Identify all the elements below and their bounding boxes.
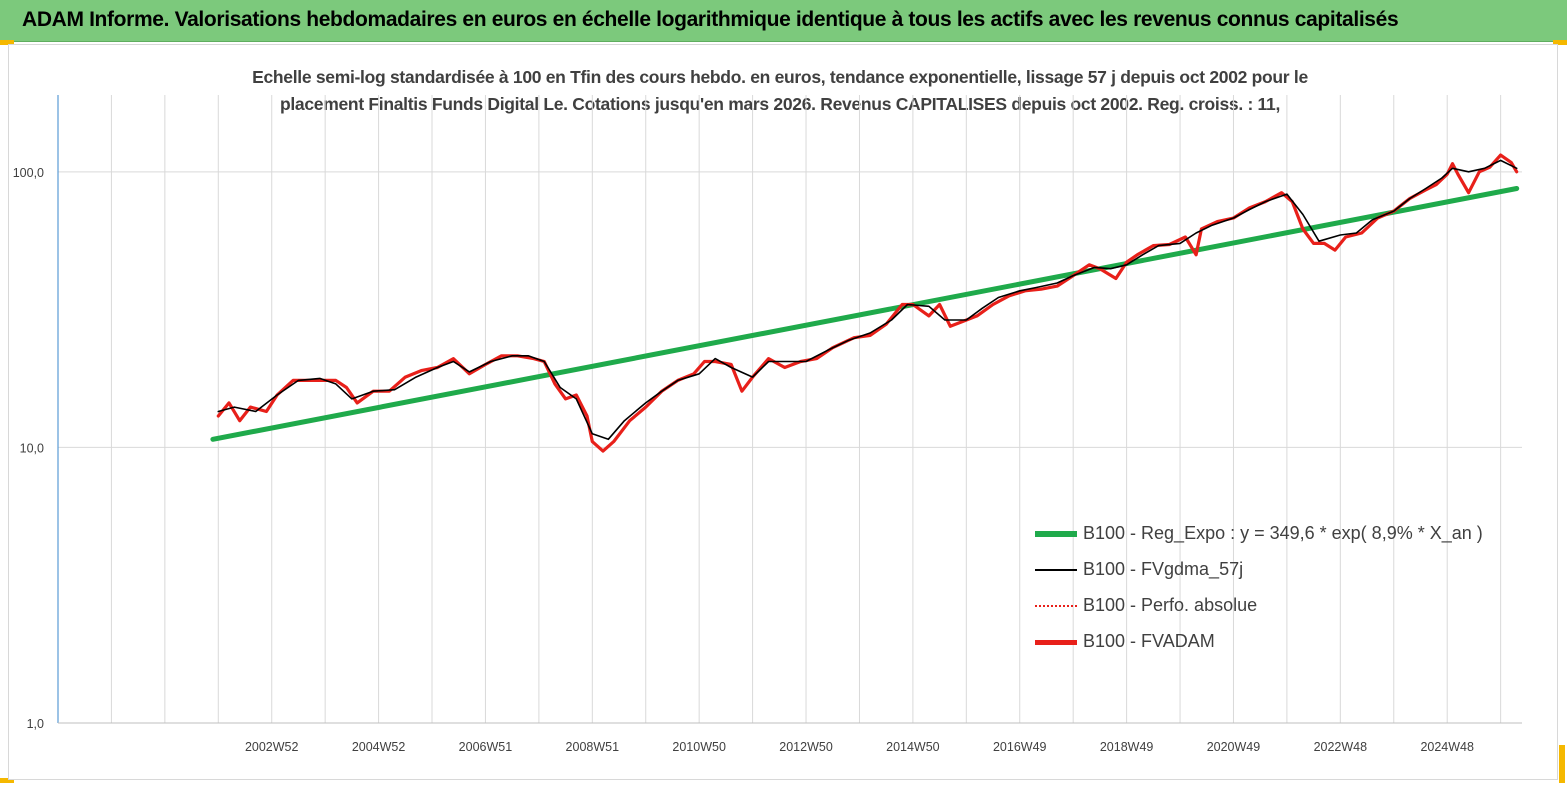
legend-label-fvgdma: B100 - FVgdma_57j [1083, 559, 1244, 579]
x-tick-label: 2002W52 [245, 740, 299, 754]
x-tick-label: 2006W51 [459, 740, 513, 754]
page-title: ADAM Informe. Valorisations hebdomadaire… [22, 8, 1399, 31]
x-tick-label: 2018W49 [1100, 740, 1154, 754]
corner-marker-top-right [1553, 40, 1567, 45]
series-line-1 [217, 159, 1518, 441]
series-line-3 [216, 153, 1519, 453]
chart-title: Echelle semi-log standardisée à 100 en T… [150, 64, 1410, 118]
legend-swatch-reg-expo [1035, 531, 1077, 537]
x-tick-label: 2016W49 [993, 740, 1047, 754]
x-tick-label: 2014W50 [886, 740, 940, 754]
x-tick-label: 2008W51 [566, 740, 620, 754]
corner-marker-bottom-right [1559, 745, 1565, 783]
x-tick-label: 2020W49 [1207, 740, 1261, 754]
y-axis-tick-labels: 1,0 10,0 100,0 [13, 166, 44, 731]
legend-swatch-fvadam [1035, 640, 1077, 645]
x-tick-label: 2010W50 [672, 740, 726, 754]
y-tick-label: 1,0 [27, 717, 44, 731]
y-tick-label: 10,0 [20, 441, 44, 455]
x-tick-label: 2022W48 [1314, 740, 1368, 754]
corner-marker-bottom-left [0, 778, 14, 783]
gridlines [57, 95, 1522, 723]
x-axis-tick-labels: 2002W52 2004W52 2006W51 2008W51 2010W50 2012W… [245, 740, 1474, 754]
legend-swatch-perfo [1035, 605, 1077, 607]
axes [57, 95, 1522, 724]
legend-label-perfo: B100 - Perfo. absolue [1083, 595, 1258, 615]
y-tick-label: 100,0 [13, 166, 44, 180]
chart-title-line-1: Echelle semi-log standardisée à 100 en T… [252, 67, 1308, 87]
series-lines [210, 153, 1520, 453]
legend-swatch-fvgdma [1035, 569, 1077, 571]
series-line-0 [210, 186, 1520, 442]
x-tick-label: 2004W52 [352, 740, 406, 754]
legend-label-fvadam: B100 - FVADAM [1083, 631, 1215, 651]
legend-label-reg-expo: B100 - Reg_Expo : y = 349,6 * exp( 8,9% … [1083, 523, 1483, 543]
chart-title-line-2: placement Finaltis Funds Digital Le. Cot… [279, 94, 1281, 114]
header-bar: ADAM Informe. Valorisations hebdomadaire… [0, 0, 1567, 42]
x-tick-label: 2024W48 [1420, 740, 1474, 754]
x-tick-label: 2012W50 [779, 740, 833, 754]
corner-marker-top-left [0, 40, 14, 45]
